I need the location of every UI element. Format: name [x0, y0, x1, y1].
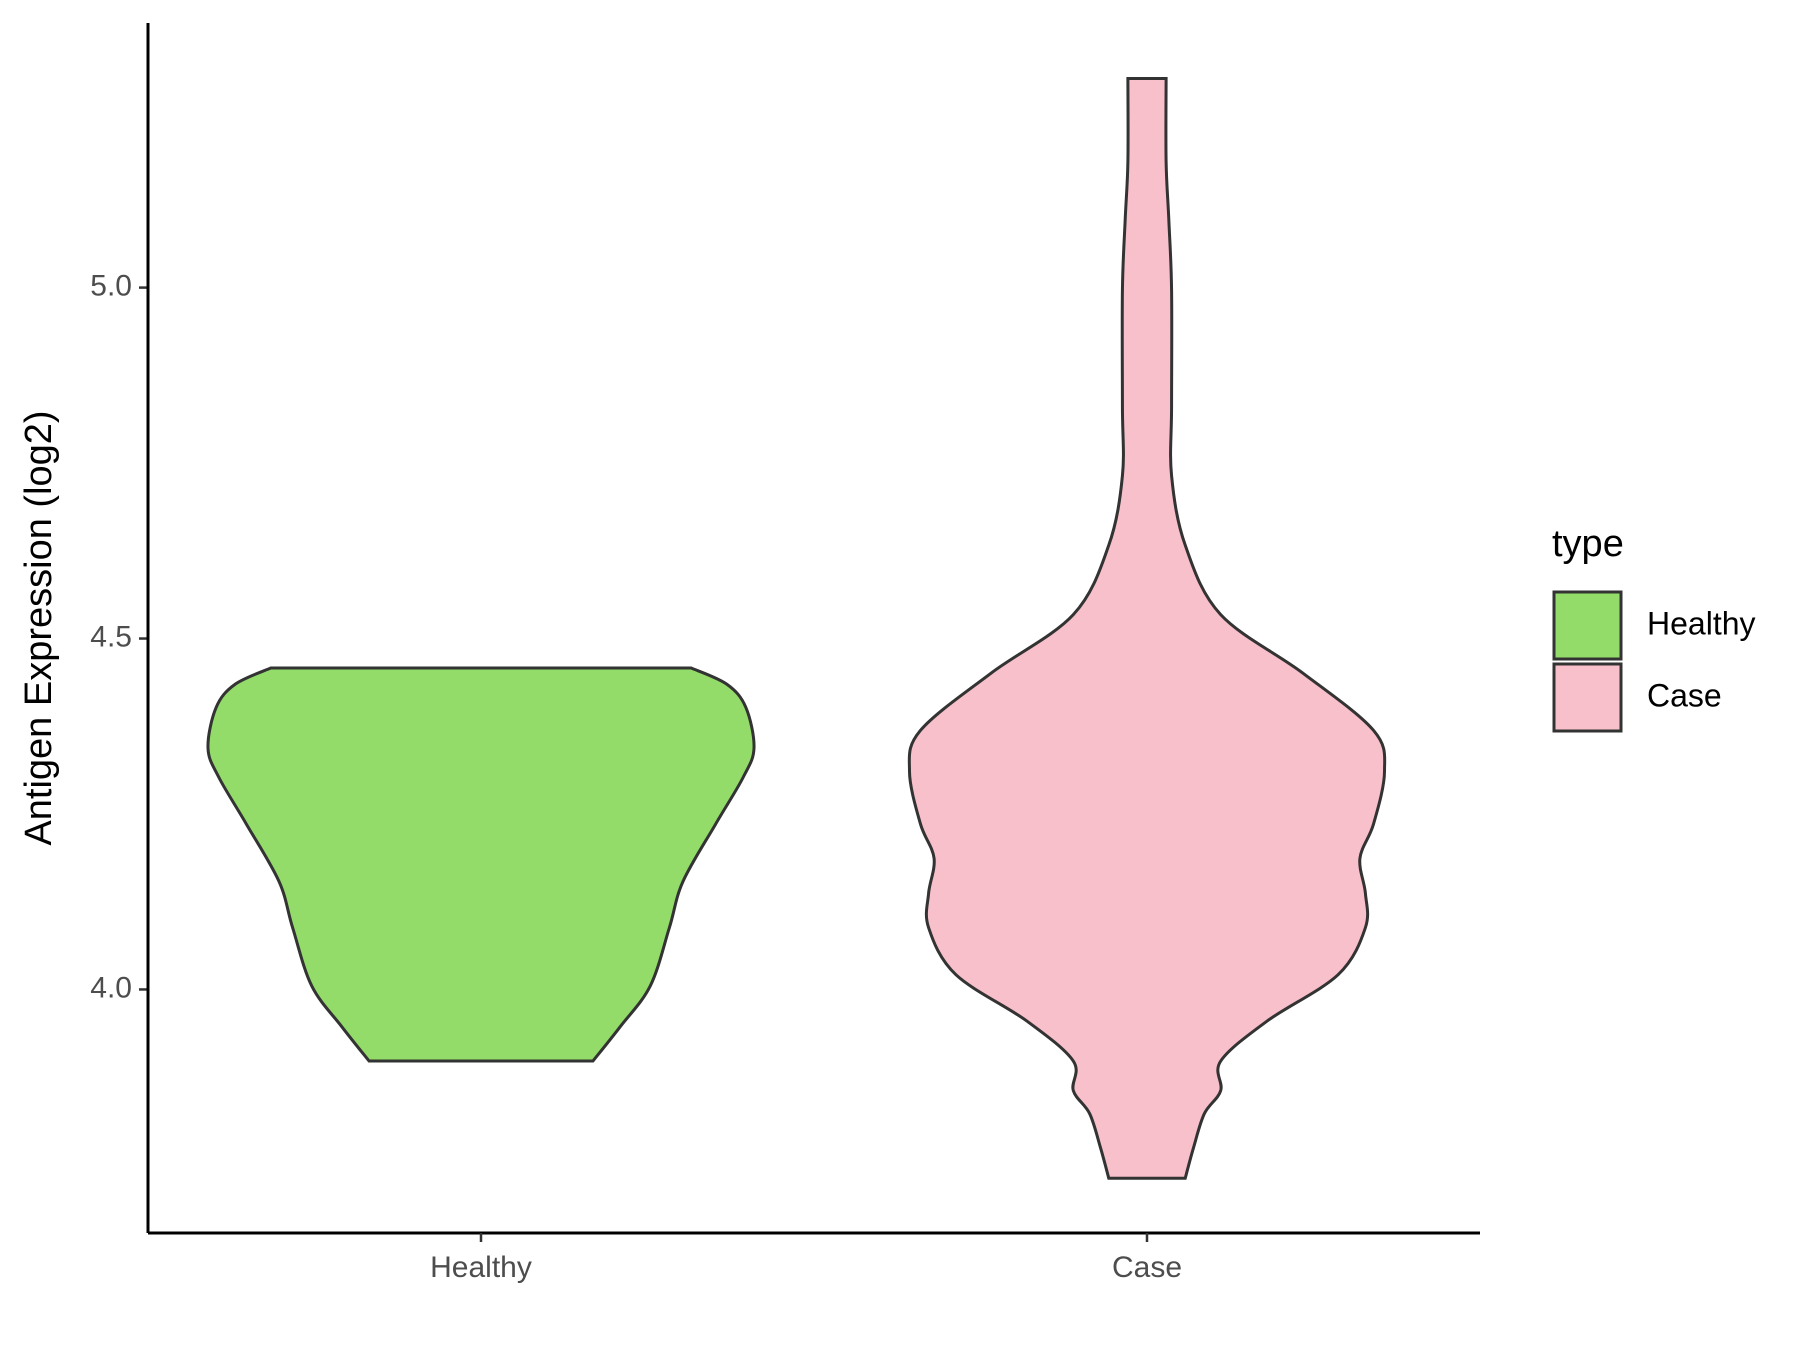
- violin-outline: [206, 666, 756, 1063]
- violin-outline: [907, 76, 1387, 1180]
- violin-right-half: [1146, 77, 1386, 1179]
- x-tick-label: Healthy: [430, 1251, 532, 1284]
- legend-title: type: [1552, 523, 1624, 565]
- violin-left-half: [207, 667, 482, 1062]
- y-tick-label: 4.0: [90, 971, 132, 1004]
- legend-label: Case: [1647, 677, 1722, 713]
- legend-label: Healthy: [1647, 605, 1756, 641]
- y-axis-label: Antigen Expression (log2): [18, 410, 60, 845]
- y-tick-label: 5.0: [90, 270, 132, 303]
- y-tick-label: 4.5: [90, 620, 132, 653]
- violin-right-half: [480, 667, 755, 1062]
- legend-key: [1552, 662, 1623, 733]
- legend-key: [1552, 590, 1623, 661]
- violin-left-half: [908, 77, 1148, 1179]
- x-tick-label: Case: [1112, 1251, 1182, 1284]
